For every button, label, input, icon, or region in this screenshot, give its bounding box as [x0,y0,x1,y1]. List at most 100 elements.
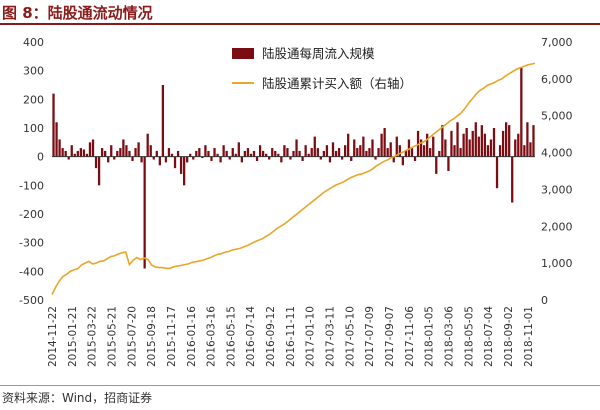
bar-weekly-inflow [298,150,301,157]
bar-weekly-inflow [277,153,280,157]
bar-weekly-inflow [88,142,92,157]
bar-weekly-inflow [389,142,392,157]
x-tick-label: 2015-09-18 [146,306,158,367]
bar-weekly-inflow [116,150,119,157]
x-tick-label: 2017-11-06 [404,306,416,367]
bar-weekly-inflow [140,156,143,163]
bar-weekly-inflow [319,156,322,160]
bar-weekly-inflow [225,150,228,157]
bar-weekly-inflow [313,136,316,157]
bar-weekly-inflow [268,156,271,160]
bar-weekly-inflow [131,156,134,161]
bar-weekly-inflow [337,148,341,157]
cumulative-line [51,62,536,295]
bar-weekly-inflow [498,145,502,157]
x-tick-label: 2018-01-05 [424,306,436,367]
bar-weekly-inflow [441,125,444,157]
bar-weekly-inflow [110,145,113,157]
bar-weekly-inflow [480,125,483,157]
bar-weekly-inflow [134,148,137,157]
bar-weekly-inflow [258,145,262,157]
y-right-tick-label: 7,000 [541,36,573,49]
y-left-tick-label: 400 [23,36,44,49]
bar-weekly-inflow [483,133,487,157]
bar-weekly-inflow [207,150,210,157]
bar-weekly-inflow [432,136,435,157]
bar-weekly-inflow [198,148,201,157]
bar-weekly-inflow [107,156,110,163]
bar-weekly-inflow [301,156,304,161]
y-left-tick-label: -500 [19,294,44,307]
bar-weekly-inflow [459,148,462,157]
bar-weekly-inflow [477,136,480,157]
bar-weekly-inflow [76,150,79,157]
bar-weekly-inflow [64,150,67,157]
bar-weekly-inflow [395,136,398,157]
bar-weekly-inflow [246,148,250,157]
bar-weekly-inflow [401,156,404,166]
bar-weekly-inflow [234,153,237,157]
bar-weekly-inflow [210,156,213,161]
bar-weekly-inflow [316,148,319,157]
x-tick-label: 2018-09-02 [503,306,515,367]
x-tick-label: 2017-05-10 [344,306,356,367]
bar-weekly-inflow [189,153,192,157]
bar-weekly-inflow [514,139,517,157]
bar-weekly-inflow [453,145,456,157]
bar-weekly-inflow [286,148,289,157]
bar-weekly-inflow [143,156,146,269]
bar-weekly-inflow [486,145,490,157]
y-left-tick-label: 100 [23,122,44,135]
bar-weekly-inflow [340,156,344,160]
bar-weekly-inflow [304,145,307,157]
bar-weekly-inflow [462,133,465,157]
bar-weekly-inflow [186,156,189,163]
bar-weekly-inflow [526,122,529,157]
bar-weekly-inflow [380,133,383,157]
x-tick-label: 2016-07-14 [245,306,257,367]
bar-weekly-inflow [274,150,277,157]
bar-weekly-inflow [283,145,286,157]
bar-weekly-inflow [456,122,459,157]
bar-weekly-inflow [344,145,347,157]
bar-weekly-inflow [359,145,362,157]
bar-weekly-inflow [289,156,292,160]
bar-weekly-inflow [128,150,131,157]
legend-bar-swatch [232,48,254,59]
bar-weekly-inflow [155,150,158,157]
bar-weekly-inflow [237,142,240,157]
bar-weekly-inflow [119,148,122,157]
bar-weekly-inflow [137,142,140,157]
x-tick-label: 2016-03-16 [206,306,218,367]
y-right-tick-label: 0 [541,294,548,307]
bar-weekly-inflow [489,139,493,157]
title-rule [0,23,600,25]
x-tick-label: 2015-07-20 [126,306,138,367]
bar-weekly-inflow [438,150,441,157]
bar-weekly-inflow [292,150,295,157]
bar-weekly-inflow [465,128,468,157]
x-tick-label: 2015-05-21 [107,306,119,367]
bar-weekly-inflow [85,153,89,157]
x-tick-label: 2016-09-12 [265,306,277,367]
x-tick-label: 2017-09-07 [384,306,396,367]
bar-weekly-inflow [413,156,417,161]
bar-weekly-inflow [517,133,520,157]
bar-weekly-inflow [386,148,389,157]
bar-weekly-inflow [167,148,171,157]
bar-weekly-inflow [511,156,514,203]
bar-weekly-inflow [243,150,247,157]
bar-weekly-inflow [371,139,374,157]
x-tick-label: 2018-05-05 [463,306,475,367]
bar-weekly-inflow [213,148,216,157]
bar-weekly-inflow [374,156,377,160]
legend-line-label: 陆股通累计买入额（右轴） [262,76,412,91]
bar-weekly-inflow [471,130,474,157]
bar-weekly-inflow [219,156,222,163]
bar-weekly-inflow [407,139,411,157]
bar-weekly-inflow [265,153,268,157]
bar-weekly-inflow [422,145,426,157]
bar-weekly-inflow [195,150,198,157]
bar-weekly-inflow [179,156,183,174]
title-row: 图 8：陆股通流动情况 [0,0,600,25]
